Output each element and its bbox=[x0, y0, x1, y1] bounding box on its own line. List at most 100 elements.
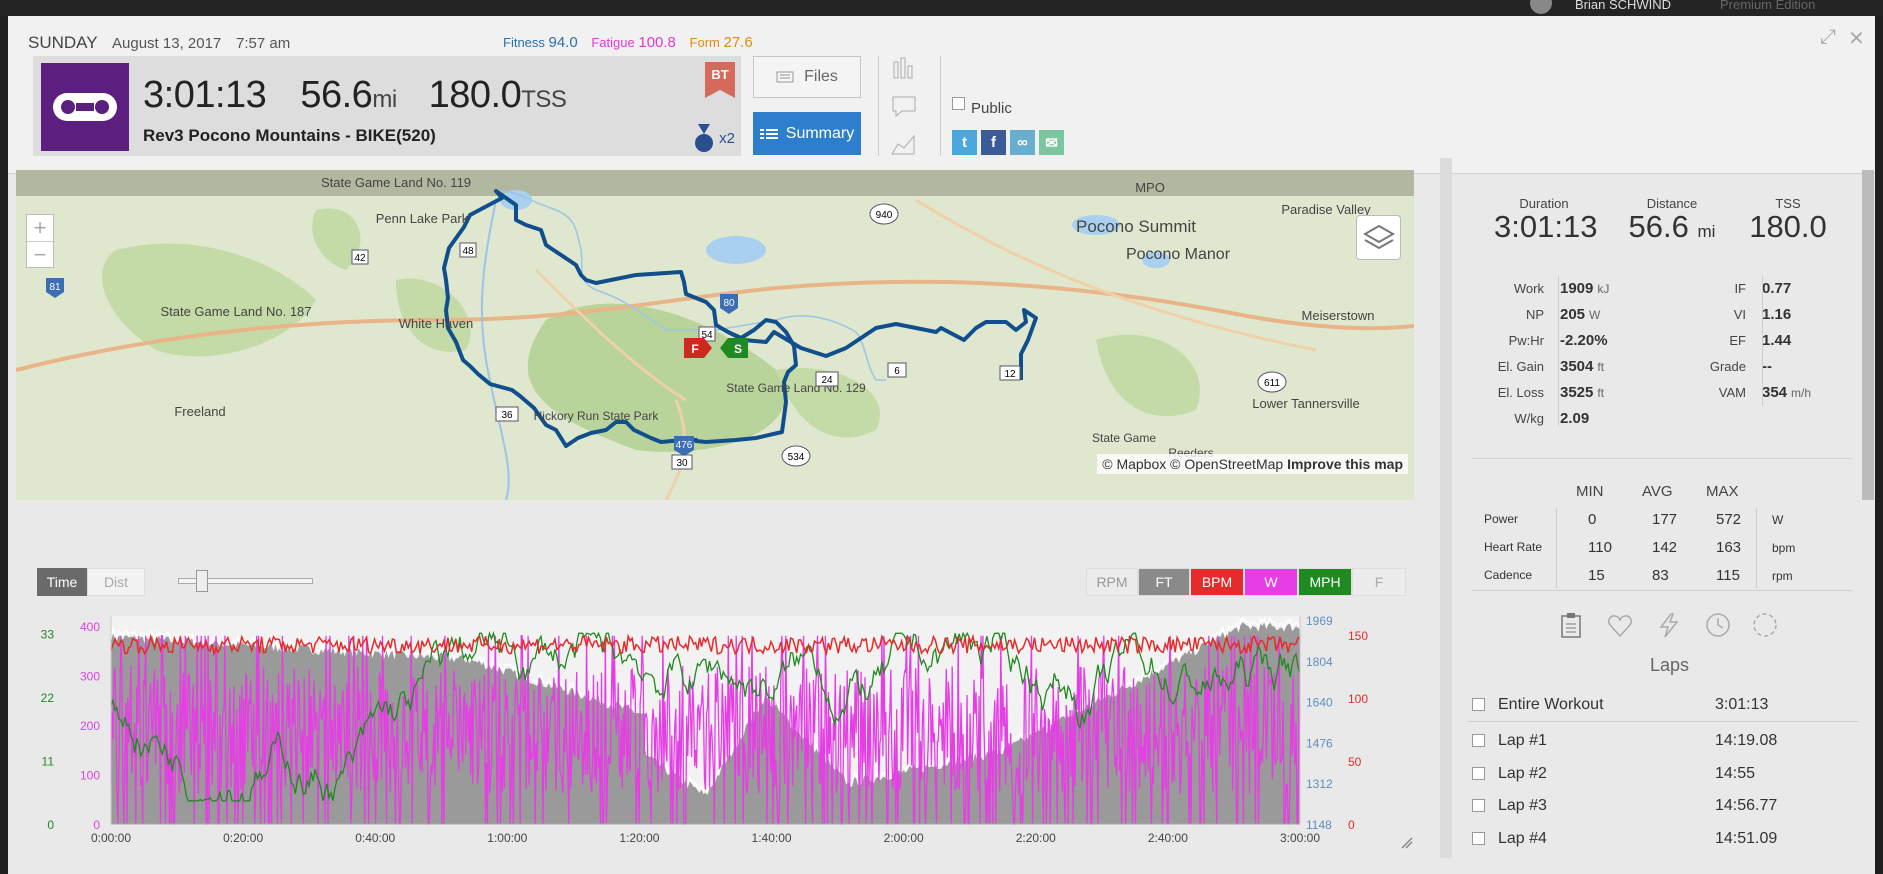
metric-row: Work 1909 kJ bbox=[1470, 280, 1609, 297]
workout-title[interactable]: Rev3 Pocono Mountains - BIKE(520) bbox=[143, 126, 436, 145]
metric-label: EF bbox=[1729, 333, 1746, 348]
lightning-icon[interactable] bbox=[1656, 612, 1682, 638]
route-shield: 12 bbox=[999, 365, 1021, 381]
workout-chart[interactable]: 0:00:00 0:20:00 0:40:00 1:00:00 1:20:00 1:40:… bbox=[16, 610, 1416, 858]
improve-map-link[interactable]: Improve this map bbox=[1287, 456, 1403, 472]
layers-button[interactable] bbox=[1356, 215, 1401, 260]
chart-canvas[interactable]: 0:00:00 0:20:00 0:40:00 1:00:00 1:20:00 1:40:… bbox=[16, 610, 1416, 858]
metric-label: W/kg bbox=[1514, 411, 1544, 426]
lap-checkbox[interactable] bbox=[1472, 734, 1485, 747]
map-label: State Game Land No. 129 bbox=[726, 381, 866, 395]
time-toggle[interactable]: Time bbox=[37, 568, 87, 596]
medal-badge[interactable]: x2 bbox=[693, 124, 735, 154]
channel-rpm-toggle[interactable]: RPM bbox=[1086, 568, 1138, 596]
finish-marker[interactable]: F bbox=[684, 338, 712, 358]
channel-bpm-toggle[interactable]: BPM bbox=[1190, 568, 1244, 596]
dist-toggle[interactable]: Dist bbox=[87, 568, 145, 596]
twitter-icon[interactable]: t bbox=[952, 130, 977, 155]
col-max: MAX bbox=[1706, 483, 1739, 500]
channel-f-toggle[interactable]: F bbox=[1352, 568, 1406, 596]
expand-icon[interactable]: ⤢ bbox=[1820, 26, 1836, 48]
tick-label: 2:00:00 bbox=[884, 831, 924, 845]
list-icon bbox=[759, 128, 778, 139]
files-button[interactable]: Files bbox=[753, 56, 861, 98]
row-min: 0 bbox=[1588, 511, 1597, 528]
public-checkbox[interactable] bbox=[952, 97, 965, 110]
stat-value: 3:01:13 bbox=[1494, 209, 1598, 244]
stat-label: Distance bbox=[1646, 196, 1698, 211]
peak-row: Cadence 15 83 115 rpm bbox=[1484, 567, 1844, 588]
public-toggle[interactable]: Public bbox=[952, 97, 1012, 117]
start-marker[interactable]: S bbox=[720, 338, 748, 358]
clock-icon[interactable] bbox=[1705, 612, 1731, 638]
lap-row[interactable]: Lap #2 14:55 bbox=[1468, 761, 1858, 791]
series-w bbox=[110, 635, 1301, 825]
channel-mph-toggle[interactable]: MPH bbox=[1298, 568, 1352, 596]
map-label: Hickory Run State Park bbox=[534, 409, 660, 423]
tick-label: 1476 bbox=[1306, 736, 1333, 750]
route-shield: 48 bbox=[459, 242, 477, 258]
scroll-track[interactable] bbox=[1440, 158, 1452, 858]
fitness-summary: Fitness 94.0 Fatigue 100.8 Form 27.6 bbox=[503, 34, 763, 51]
comment-icon[interactable] bbox=[890, 94, 918, 120]
lap-checkbox[interactable] bbox=[1472, 799, 1485, 812]
svg-text:42: 42 bbox=[354, 253, 366, 264]
channel-ft-toggle[interactable]: FT bbox=[1138, 568, 1190, 596]
row-avg: 83 bbox=[1652, 567, 1669, 584]
zoom-control: + − bbox=[26, 214, 54, 268]
zoom-in-button[interactable]: + bbox=[33, 215, 47, 240]
channel-w-toggle[interactable]: W bbox=[1244, 568, 1298, 596]
medal-count: x2 bbox=[719, 129, 736, 147]
bike-chain-icon[interactable] bbox=[41, 63, 129, 151]
peak-row: Power 0 177 572 W bbox=[1484, 511, 1844, 532]
slider-handle[interactable] bbox=[196, 570, 208, 592]
svg-text:940: 940 bbox=[876, 210, 893, 221]
lap-row[interactable]: Entire Workout 3:01:13 bbox=[1468, 692, 1858, 722]
lap-row[interactable]: Lap #4 14:51.09 bbox=[1468, 826, 1858, 856]
svg-text:S: S bbox=[734, 342, 742, 356]
avatar[interactable] bbox=[1530, 0, 1552, 14]
smoothing-slider[interactable] bbox=[178, 578, 313, 584]
laps-title: Laps bbox=[1650, 655, 1690, 675]
area-chart-icon[interactable] bbox=[890, 130, 918, 156]
bar-chart-icon[interactable] bbox=[890, 56, 918, 82]
route-shield: 940 bbox=[869, 203, 899, 225]
tick-label: 2:40:00 bbox=[1148, 831, 1188, 845]
link-icon[interactable]: ∞ bbox=[1010, 130, 1035, 155]
lap-checkbox[interactable] bbox=[1472, 767, 1485, 780]
heart-icon[interactable] bbox=[1607, 612, 1633, 638]
zoom-out-button[interactable]: − bbox=[27, 241, 53, 268]
bt-badge[interactable]: BT bbox=[705, 62, 735, 98]
email-icon[interactable]: ✉ bbox=[1039, 130, 1064, 155]
map-canvas[interactable]: State Game Land No. 119 Penn Lake Park W… bbox=[16, 170, 1414, 500]
close-icon[interactable]: ✕ bbox=[1848, 28, 1865, 50]
clipboard-icon[interactable] bbox=[1558, 612, 1584, 638]
lap-row[interactable]: Lap #1 14:19.08 bbox=[1468, 728, 1858, 758]
lap-checkbox[interactable] bbox=[1472, 698, 1485, 711]
lap-name: Lap #1 bbox=[1498, 732, 1547, 749]
divider bbox=[1558, 276, 1559, 426]
side-scrollbar[interactable] bbox=[1862, 170, 1874, 500]
metric-row: NP 205 W bbox=[1470, 306, 1600, 323]
lap-time: 14:55 bbox=[1715, 765, 1756, 782]
metric-label: VAM bbox=[1718, 385, 1746, 400]
metric-label: El. Loss bbox=[1497, 385, 1544, 400]
facebook-icon[interactable]: f bbox=[981, 130, 1006, 155]
map-label: State Game bbox=[1092, 431, 1156, 445]
tick-label: 1804 bbox=[1306, 655, 1333, 669]
divider bbox=[1556, 508, 1557, 588]
lap-row[interactable]: Lap #3 14:56.77 bbox=[1468, 793, 1858, 823]
dashed-circle-icon[interactable] bbox=[1752, 612, 1778, 638]
row-max: 163 bbox=[1716, 539, 1742, 556]
route-shield: 54 bbox=[698, 326, 716, 342]
route-map[interactable]: State Game Land No. 119 Penn Lake Park W… bbox=[16, 170, 1414, 500]
divider bbox=[940, 56, 941, 156]
lap-checkbox[interactable] bbox=[1472, 832, 1485, 845]
summary-button[interactable]: Summary bbox=[753, 112, 861, 155]
attribution-text[interactable]: © Mapbox © OpenStreetMap bbox=[1102, 456, 1284, 472]
map-label: Paradise Valley bbox=[1281, 202, 1371, 217]
user-name[interactable]: Brian SCHWIND bbox=[1575, 0, 1672, 12]
tick-label: 1312 bbox=[1306, 777, 1333, 791]
stat-value: 180.0 bbox=[1749, 209, 1827, 244]
metric-row: Grade -- bbox=[1676, 358, 1776, 375]
